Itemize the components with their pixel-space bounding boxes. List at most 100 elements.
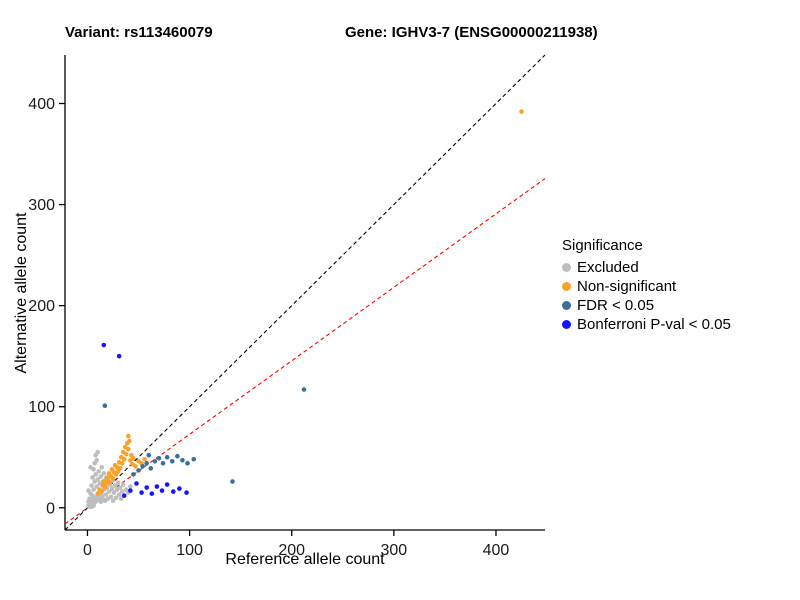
data-point — [98, 474, 104, 479]
identity-line — [64, 54, 546, 531]
data-point — [95, 449, 100, 455]
data-point — [93, 472, 98, 477]
data-point — [301, 387, 307, 392]
data-point — [112, 483, 118, 488]
data-point — [128, 484, 133, 489]
data-point — [103, 492, 109, 497]
data-point — [115, 480, 121, 485]
legend-label-non-significant: Non-significant — [577, 278, 677, 295]
data-point — [121, 456, 127, 462]
data-point — [230, 479, 235, 484]
y-tick-label: 100 — [28, 399, 55, 416]
data-point — [180, 457, 185, 463]
data-point — [146, 452, 152, 458]
data-point — [94, 457, 99, 463]
legend-item-excluded: Excluded — [562, 258, 731, 277]
legend-label-fdr: FDR < 0.05 — [577, 297, 655, 314]
data-point — [156, 455, 162, 461]
gene-title: Gene: IGHV3-7 (ENSG00000211938) — [345, 24, 598, 41]
legend-dot-fdr — [562, 301, 571, 310]
data-point — [142, 456, 147, 462]
data-point — [106, 489, 112, 494]
legend-item-non-significant: Non-significant — [562, 277, 731, 296]
data-point — [109, 486, 115, 491]
data-point — [134, 481, 139, 486]
data-point — [101, 471, 107, 476]
x-tick-label: 200 — [278, 542, 305, 559]
x-axis-title: Reference allele count — [225, 551, 385, 568]
legend-item-bonferroni: Bonferroni P-val < 0.05 — [562, 315, 731, 334]
data-point — [160, 460, 166, 466]
data-point — [102, 485, 108, 490]
data-point — [136, 468, 141, 473]
data-point — [121, 493, 127, 498]
data-point — [148, 466, 154, 471]
data-point — [519, 109, 524, 114]
data-point — [116, 492, 122, 497]
data-point — [128, 488, 133, 493]
y-tick-label: 0 — [46, 500, 55, 517]
data-point — [94, 484, 99, 489]
data-point — [149, 491, 155, 496]
legend: Significance Excluded Non-significant FD… — [562, 237, 731, 334]
data-point — [152, 458, 158, 464]
legend-label-excluded: Excluded — [577, 259, 639, 276]
data-point — [110, 498, 116, 503]
data-point — [101, 342, 107, 348]
data-point — [164, 482, 170, 487]
legend-item-fdr: FDR < 0.05 — [562, 296, 731, 315]
y-tick-label: 200 — [28, 298, 55, 315]
data-point — [118, 496, 124, 501]
data-point — [126, 433, 131, 439]
data-point — [191, 456, 196, 462]
data-point — [154, 484, 160, 489]
data-point — [90, 475, 95, 480]
x-tick-label: 0 — [83, 542, 92, 559]
data-point — [175, 453, 180, 459]
legend-dot-excluded — [562, 263, 571, 272]
data-point — [91, 487, 96, 492]
data-point — [89, 483, 94, 488]
data-point — [99, 489, 105, 494]
legend-title: Significance — [562, 237, 643, 254]
data-point — [117, 485, 123, 490]
data-point — [113, 495, 119, 500]
x-tick-label: 400 — [483, 542, 510, 559]
legend-dot-bonferroni — [562, 320, 571, 329]
data-point — [108, 494, 114, 499]
data-point — [107, 480, 113, 485]
data-point — [102, 403, 108, 408]
data-point — [95, 491, 100, 496]
data-point — [184, 490, 189, 495]
data-point — [140, 464, 145, 469]
data-point — [144, 460, 150, 466]
data-point — [119, 489, 125, 494]
data-point — [96, 469, 102, 474]
data-point — [131, 472, 136, 477]
data-point — [86, 488, 91, 493]
y-tick-label: 300 — [28, 197, 55, 214]
data-point — [164, 454, 170, 460]
data-point — [88, 465, 93, 470]
data-point — [117, 466, 123, 471]
data-point — [99, 465, 105, 470]
y-axis-title: Alternative allele count — [13, 212, 30, 374]
data-point — [139, 490, 144, 495]
data-point — [131, 455, 136, 461]
data-point — [111, 490, 117, 495]
x-tick-label: 300 — [380, 542, 407, 559]
data-point — [177, 486, 182, 491]
data-point — [170, 489, 176, 494]
data-point — [185, 460, 190, 466]
data-point — [159, 488, 165, 493]
data-point — [116, 353, 122, 359]
data-point — [95, 477, 100, 482]
regression-line — [64, 178, 546, 525]
legend-label-bonferroni: Bonferroni P-val < 0.05 — [577, 316, 731, 333]
data-point — [91, 503, 96, 509]
data-point — [133, 464, 138, 469]
data-point — [123, 451, 129, 457]
data-point — [126, 446, 131, 452]
